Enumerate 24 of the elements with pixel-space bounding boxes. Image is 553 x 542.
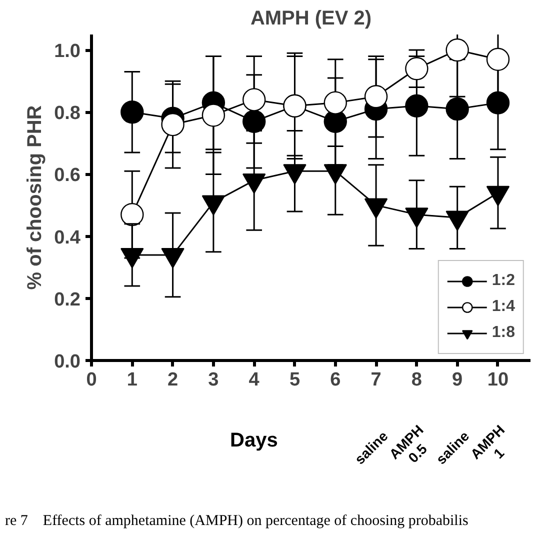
x-tick-label: 4 (248, 370, 260, 390)
x-tick-label: 1 (126, 370, 138, 390)
x-tick-label: 10 (487, 370, 509, 390)
text: re 7 Effects of amphetamine (AMPH) on percentage of choosing probabilis (5, 512, 468, 531)
y-tick-label: 0.6 (54, 165, 81, 186)
x-tick-label: 7 (370, 370, 382, 390)
x-tick-label: 8 (411, 370, 422, 390)
x-tick-label: 0 (86, 370, 97, 390)
legend-label: 1:8 (492, 324, 515, 342)
y-tick-label: 0.2 (54, 289, 81, 310)
x-tick-label: 9 (452, 370, 463, 390)
x-tick-label: 2 (168, 370, 178, 390)
x-tick-label: 5 (289, 370, 300, 390)
x-axis-title: Days (230, 430, 278, 452)
x-tick-label: 3 (208, 370, 219, 390)
y-tick-label: 0.0 (54, 352, 81, 372)
y-tick-label: 0.8 (54, 103, 81, 124)
legend-label: 1:2 (492, 272, 515, 290)
legend-label: 1:4 (492, 298, 515, 316)
x-tick-label: 6 (330, 370, 341, 390)
y-axis-title: % of choosing PHR (24, 104, 46, 290)
y-tick-label: 1.0 (54, 41, 81, 62)
y-tick-label: 0.4 (54, 227, 81, 248)
chart-title: AMPH (EV 2) (250, 8, 372, 30)
